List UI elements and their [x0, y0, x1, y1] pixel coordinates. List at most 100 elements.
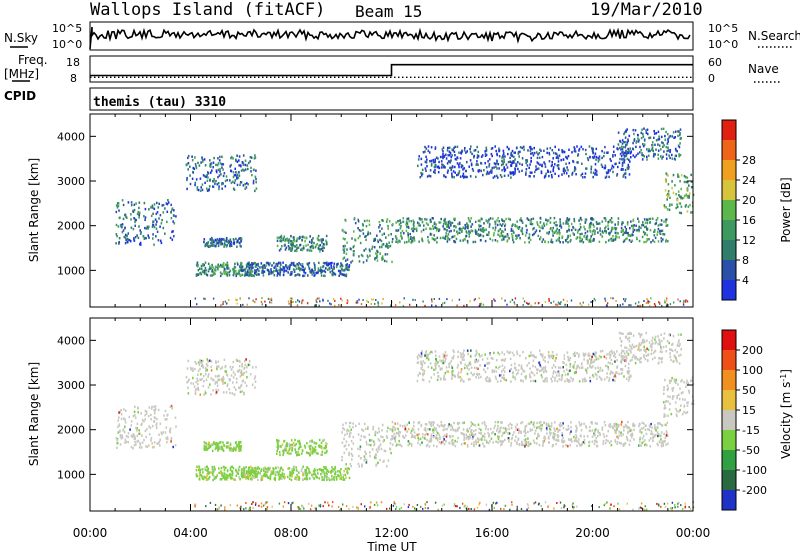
data-cell: [616, 174, 618, 176]
data-cell: [614, 227, 616, 229]
data-cell: [564, 440, 566, 442]
data-cell: [277, 245, 279, 247]
data-cell: [475, 241, 477, 243]
data-cell: [306, 451, 308, 453]
data-cell: [346, 429, 348, 431]
data-cell: [203, 241, 205, 243]
data-cell: [609, 442, 611, 444]
data-cell: [454, 240, 456, 242]
data-cell: [299, 274, 301, 276]
data-cell: [517, 227, 519, 229]
data-cell: [231, 474, 233, 476]
data-cell: [200, 469, 202, 471]
data-cell: [226, 391, 228, 393]
data-cell: [400, 222, 402, 224]
data-cell: [582, 176, 584, 178]
data-cell: [658, 301, 659, 303]
data-cell: [566, 166, 568, 168]
data-cell: [230, 469, 232, 471]
data-cell: [141, 446, 143, 448]
data-cell: [663, 221, 665, 223]
data-cell: [233, 371, 235, 373]
data-cell: [449, 154, 451, 156]
data-cell: [137, 407, 139, 409]
data-cell: [634, 156, 636, 158]
data-cell: [548, 298, 549, 300]
data-cell: [665, 179, 667, 181]
data-cell: [205, 469, 207, 471]
data-cell: [636, 154, 638, 156]
data-cell: [290, 273, 292, 275]
data-cell: [215, 360, 217, 362]
data-cell: [526, 168, 528, 170]
data-cell: [433, 159, 435, 161]
data-cell: [602, 428, 604, 430]
data-cell: [650, 221, 652, 223]
data-cell: [344, 478, 346, 480]
data-cell: [604, 436, 606, 438]
data-cell: [171, 217, 173, 219]
data-cell: [643, 435, 645, 437]
data-cell: [217, 164, 219, 166]
data-cell: [524, 430, 526, 432]
data-cell: [137, 411, 139, 413]
data-cell: [156, 418, 158, 420]
data-cell: [525, 162, 527, 164]
data-cell: [302, 450, 304, 452]
data-cell: [239, 478, 241, 480]
data-cell: [241, 471, 243, 473]
data-cell: [546, 152, 548, 154]
data-cell: [189, 166, 191, 168]
data-cell: [687, 300, 688, 302]
data-cell: [536, 422, 538, 424]
data-cell: [315, 476, 317, 478]
data-cell: [629, 444, 631, 446]
data-cell: [483, 222, 485, 224]
data-cell: [529, 146, 531, 148]
data-cell: [514, 224, 516, 226]
data-cell: [238, 370, 240, 372]
data-cell: [488, 442, 490, 444]
data-cell: [640, 445, 642, 447]
data-cell: [228, 267, 230, 269]
data-cell: [475, 230, 477, 232]
data-cell: [543, 238, 545, 240]
data-cell: [488, 220, 490, 222]
data-cell: [659, 232, 661, 234]
data-cell: [320, 244, 322, 246]
data-cell: [204, 245, 206, 247]
data-cell: [666, 432, 668, 434]
data-cell: [445, 235, 447, 237]
data-cell: [237, 240, 239, 242]
data-cell: [552, 227, 554, 229]
data-cell: [201, 474, 203, 476]
data-cell: [520, 422, 522, 424]
data-cell: [225, 467, 227, 469]
data-cell: [253, 182, 255, 184]
data-cell: [223, 378, 225, 380]
data-cell: [498, 150, 500, 152]
data-cell: [553, 433, 555, 435]
data-cell: [478, 228, 480, 230]
data-cell: [238, 443, 240, 445]
data-cell: [286, 270, 288, 272]
data-cell: [448, 423, 450, 425]
data-cell: [139, 442, 141, 444]
data-cell: [299, 268, 301, 270]
data-cell: [364, 455, 366, 457]
data-cell: [671, 204, 673, 206]
data-cell: [597, 157, 599, 159]
data-cell: [492, 441, 494, 443]
data-cell: [595, 153, 597, 155]
data-cell: [451, 440, 453, 442]
data-cell: [358, 220, 360, 222]
data-cell: [326, 264, 328, 266]
data-cell: [468, 233, 470, 235]
data-cell: [501, 232, 503, 234]
data-cell: [365, 453, 367, 455]
data-cell: [292, 447, 294, 449]
data-cell: [604, 167, 606, 169]
data-cell: [218, 442, 220, 444]
data-cell: [245, 364, 247, 366]
